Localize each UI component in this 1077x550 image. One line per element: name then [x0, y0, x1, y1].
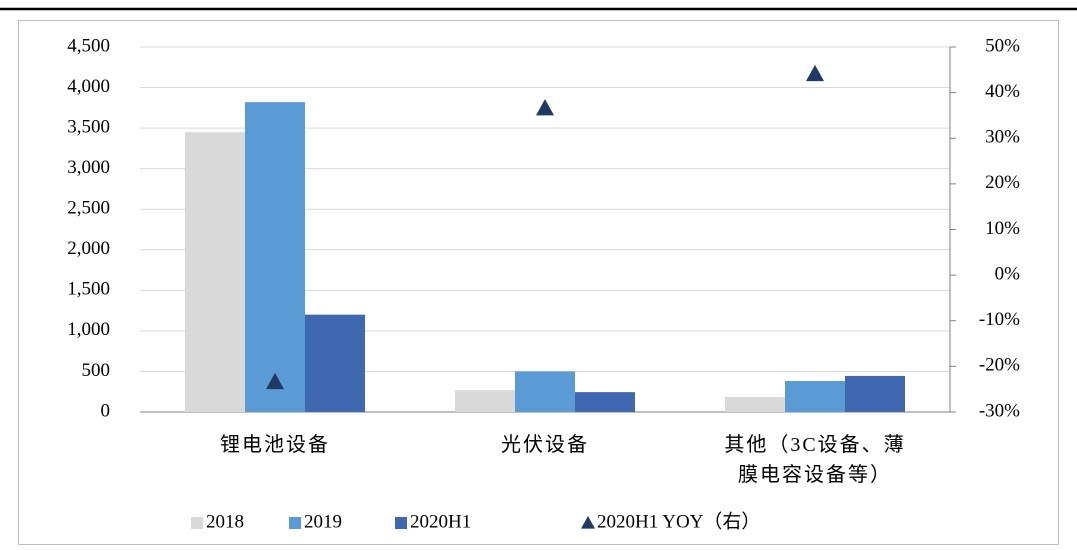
bar	[785, 381, 845, 412]
y-tick-label: 1,000	[67, 319, 110, 340]
y2-tick-label: 30%	[985, 127, 1020, 148]
x-tick-label: 其他（3C设备、薄膜电容设备等）	[724, 434, 906, 486]
legend-marker	[289, 517, 301, 529]
y-tick-label: 1,500	[67, 279, 110, 300]
y2-tick-label: 10%	[985, 218, 1020, 239]
y2-tick-label: -20%	[979, 355, 1020, 376]
legend-label: 2019	[304, 511, 342, 532]
legend-label: 2018	[206, 511, 244, 532]
y-tick-label: 500	[82, 360, 111, 381]
frame	[18, 20, 1059, 545]
y2-tick-label: 50%	[985, 35, 1020, 56]
x-tick-label: 锂电池设备	[220, 434, 330, 456]
marker	[266, 372, 284, 390]
bar	[515, 371, 575, 412]
y-tick-label: 3,000	[67, 157, 110, 178]
y2-tick-label: -30%	[979, 400, 1020, 421]
x-tick-label: 光伏设备	[501, 434, 589, 456]
y2-tick-label: -10%	[979, 309, 1020, 330]
y-tick-label: 4,000	[67, 76, 110, 97]
marker	[536, 99, 554, 116]
y2-tick-label: 0%	[995, 263, 1021, 284]
y-tick-label: 3,500	[67, 116, 110, 137]
legend-label: 2020H1	[410, 511, 471, 532]
legend-marker	[191, 517, 203, 529]
bar	[185, 132, 245, 412]
y-tick-label: 2,500	[67, 198, 110, 219]
bar	[245, 102, 305, 413]
marker	[806, 64, 824, 82]
legend-label: 2020H1 YOY（右）	[597, 510, 760, 532]
legend-marker	[581, 516, 595, 529]
y-tick-label: 4,500	[67, 35, 110, 56]
bar	[455, 390, 515, 412]
bar	[305, 314, 365, 412]
y-tick-label: 0	[101, 400, 111, 421]
y2-tick-label: 40%	[985, 81, 1020, 102]
y2-tick-label: 20%	[985, 172, 1020, 193]
bar	[575, 392, 635, 412]
bar	[845, 375, 905, 412]
bar	[725, 396, 785, 412]
legend-marker	[395, 517, 407, 529]
y-tick-label: 2,000	[67, 238, 110, 259]
